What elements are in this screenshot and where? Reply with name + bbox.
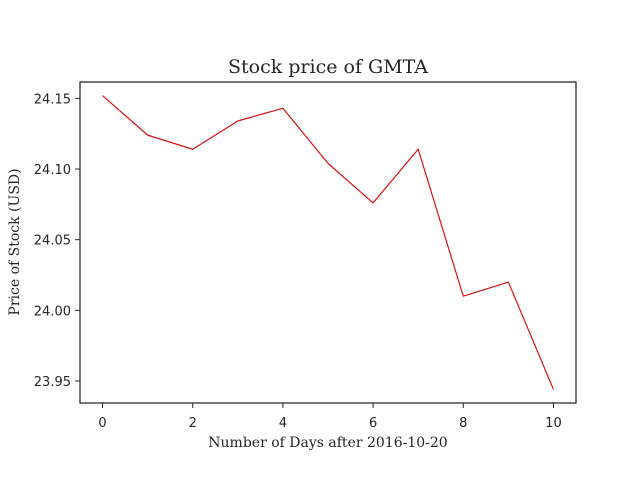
series-layer (102, 95, 555, 390)
x-axis: 0 2 4 6 8 10 (98, 403, 562, 431)
series-line (102, 95, 555, 390)
axes-frame (79, 81, 577, 404)
x-tick-label: 0 (98, 416, 106, 431)
x-tick-label: 8 (459, 416, 467, 431)
x-tick-label: 2 (189, 416, 197, 431)
x-tick-label: 4 (279, 416, 287, 431)
y-tick-label: 24.05 (34, 234, 71, 249)
y-axis: 23.95 24.00 24.05 24.10 24.15 (34, 92, 80, 390)
y-tick-label: 24.15 (34, 92, 71, 107)
y-tick-label: 24.00 (34, 304, 71, 319)
x-axis-label: Number of Days after 2016-10-20 (208, 435, 447, 451)
plot-area: 0 2 4 6 8 10 23.95 24.00 24.05 24.10 24.15 (34, 81, 577, 431)
x-tick-label: 6 (369, 416, 377, 431)
x-tick-label: 10 (545, 416, 562, 431)
y-tick-label: 23.95 (34, 375, 71, 390)
y-tick-label: 24.10 (34, 163, 71, 178)
chart-title: Stock price of GMTA (228, 56, 428, 78)
y-axis-label: Price of Stock (USD) (7, 168, 23, 315)
